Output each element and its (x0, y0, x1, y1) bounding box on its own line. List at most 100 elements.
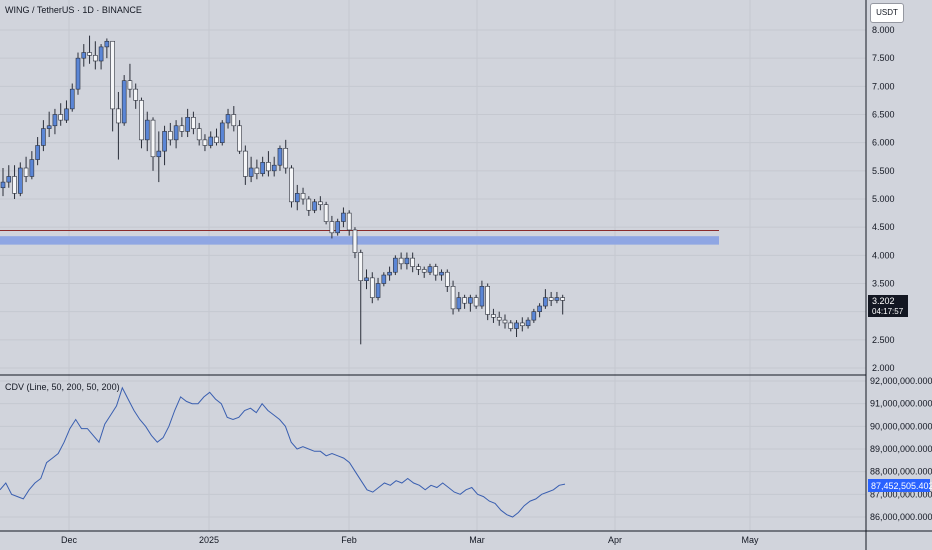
candle-up (294, 193, 300, 203)
candle-down (358, 252, 364, 281)
candle-up (312, 201, 317, 211)
candle-down (485, 286, 490, 315)
cdv-axis[interactable]: 92,000,000.000 91,000,000.000 90,000,000.0… (870, 376, 932, 522)
candle-up (64, 108, 69, 121)
candle-down (473, 297, 479, 307)
candle-up (387, 271, 392, 276)
candle-up (554, 297, 560, 301)
candle-up (427, 266, 433, 273)
candle-up (52, 114, 58, 127)
price-tick-label: 6.000 (872, 138, 895, 148)
candle-down (323, 204, 329, 222)
candle-up (375, 283, 381, 298)
candle-down (398, 257, 404, 265)
candle-down (243, 150, 248, 177)
cdv-tick-label: 88,000,000.000 (870, 467, 932, 477)
price-badge-bg (868, 295, 908, 317)
price-tick-label: 5.000 (872, 194, 895, 204)
candle-up (98, 46, 104, 62)
candle-up (543, 297, 548, 307)
candle-down (202, 139, 208, 146)
candle-up (46, 125, 52, 129)
grid (0, 0, 866, 531)
candle-up (277, 148, 283, 166)
candle-down (231, 114, 237, 127)
candle-up (404, 257, 410, 265)
candle-up (144, 119, 150, 141)
candle-down (93, 55, 98, 62)
indicator-title: CDV (Line, 50, 200, 50, 200) (5, 382, 120, 392)
price-tick-label: 3.500 (872, 279, 895, 289)
candle-up (260, 162, 265, 174)
candle-up (468, 297, 473, 304)
candle-up (6, 176, 12, 183)
candle-down (433, 266, 439, 276)
cdv-line (0, 386, 566, 518)
candle-down (266, 162, 271, 172)
candle-up (29, 159, 35, 177)
candle-down (369, 277, 375, 298)
candle-down (416, 266, 421, 270)
candle-down (116, 108, 121, 124)
candle-down (214, 136, 219, 143)
cdv-tick-label: 87,000,000.000 (870, 489, 932, 499)
candle-down (450, 286, 456, 310)
candle-down (491, 314, 496, 318)
price-axis[interactable]: 8.000 7.500 7.000 6.500 6.000 5.500 5.000 4.500… (872, 25, 895, 373)
candle-down (289, 167, 294, 203)
candle-up (121, 80, 127, 124)
candle-down (23, 167, 29, 177)
candle-up (75, 57, 81, 90)
candle-up (173, 125, 179, 141)
candle-down (329, 221, 335, 234)
candle-down (306, 198, 312, 211)
currency-selector[interactable]: USDT (870, 3, 904, 23)
candle-down (548, 297, 554, 301)
candle-up (537, 305, 542, 312)
candle-up (156, 150, 162, 158)
candle-up (41, 128, 46, 146)
time-tick-label: Apr (608, 535, 622, 545)
candle-down (519, 322, 525, 327)
candle-down (508, 322, 514, 329)
price-tick-label: 7.500 (872, 53, 895, 63)
cdv-tick-label: 92,000,000.000 (870, 376, 932, 386)
candle-down (127, 80, 133, 90)
candle-up (225, 114, 231, 124)
price-tick-label: 6.500 (872, 110, 895, 120)
price-badge-countdown: 04:17:57 (872, 307, 904, 316)
candle-down (191, 117, 196, 129)
time-axis[interactable]: Dec 2025 Feb Mar Apr May (61, 535, 759, 545)
cdv-badge-value: 87,452,505.402 (871, 481, 932, 491)
candle-up (514, 322, 519, 329)
candle-down (196, 128, 202, 141)
candle-down (560, 297, 565, 301)
candle-up (393, 257, 398, 273)
candle-down (150, 119, 156, 158)
candle-up (104, 40, 110, 48)
candle-up (271, 164, 277, 172)
candle-down (58, 114, 64, 121)
candle-up (0, 181, 6, 189)
candle-down (110, 40, 115, 110)
time-tick-label: Dec (61, 535, 78, 545)
candle-up (531, 311, 537, 321)
candle-up (81, 52, 87, 59)
candle-down (87, 52, 92, 56)
candle-down (421, 269, 427, 273)
candle-up (69, 88, 75, 110)
candle-down (139, 100, 144, 141)
cdv-tick-label: 86,000,000.000 (870, 512, 932, 522)
candle-down (496, 316, 502, 321)
time-tick-label: 2025 (199, 535, 219, 545)
candle-up (364, 277, 369, 281)
candle-up (185, 117, 190, 132)
candle-down (179, 125, 185, 132)
price-badge-value: 3.202 (872, 296, 895, 306)
candle-up (18, 167, 23, 194)
candle-up (525, 319, 531, 327)
cdv-badge-bg (868, 479, 930, 492)
price-tick-label: 5.500 (872, 166, 895, 176)
candle-down (444, 271, 450, 287)
